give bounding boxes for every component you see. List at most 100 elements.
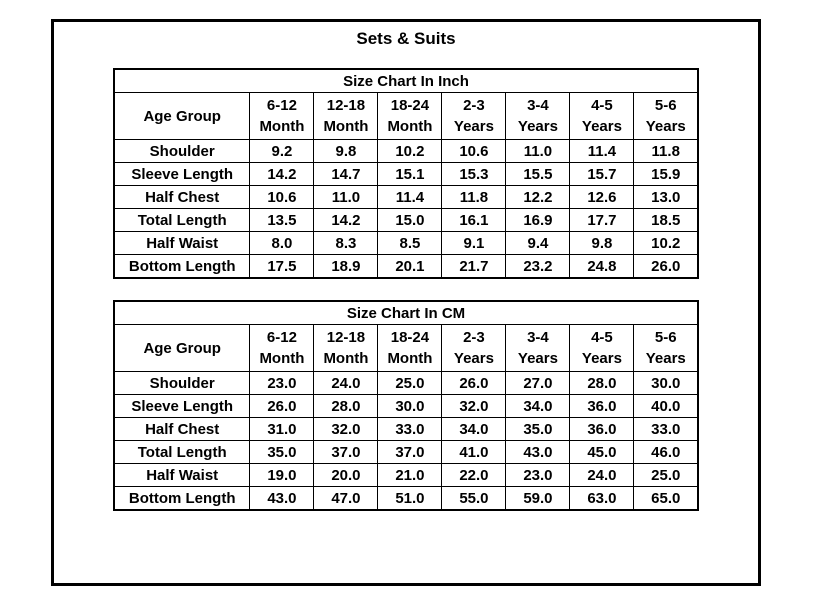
cell: 27.0	[505, 371, 571, 395]
row-label: Total Length	[113, 440, 251, 464]
cell: 23.0	[505, 463, 571, 487]
table-row: Size Chart In Inch	[113, 68, 699, 93]
cell: 18.5	[633, 208, 699, 232]
table-row: Sleeve Length 14.2 14.7 15.1 15.3 15.5 1…	[113, 162, 699, 186]
column-header: 6-12 Month	[249, 324, 315, 372]
cell: 31.0	[249, 417, 315, 441]
cell: 24.0	[313, 371, 379, 395]
cell: 9.8	[313, 139, 379, 163]
cell: 9.1	[441, 231, 507, 255]
row-label: Half Waist	[113, 463, 251, 487]
cell: 17.7	[569, 208, 635, 232]
column-header: 3-4 Years	[505, 92, 571, 140]
cell: 10.6	[441, 139, 507, 163]
cell: 20.0	[313, 463, 379, 487]
cell: 47.0	[313, 486, 379, 511]
page-title: Sets & Suits	[356, 29, 456, 48]
cell: 13.0	[633, 185, 699, 209]
cell: 41.0	[441, 440, 507, 464]
column-header: 2-3 Years	[441, 92, 507, 140]
cell: 23.0	[249, 371, 315, 395]
age-group-header: Age Group	[113, 92, 251, 140]
cell: 59.0	[505, 486, 571, 511]
cell: 33.0	[633, 417, 699, 441]
cell: 18.9	[313, 254, 379, 279]
column-header: 3-4 Years	[505, 324, 571, 372]
cell: 37.0	[313, 440, 379, 464]
cell: 26.0	[441, 371, 507, 395]
cell: 9.2	[249, 139, 315, 163]
cell: 15.5	[505, 162, 571, 186]
cell: 25.0	[377, 371, 443, 395]
cell: 34.0	[441, 417, 507, 441]
cell: 25.0	[633, 463, 699, 487]
row-label: Shoulder	[113, 371, 251, 395]
cell: 11.0	[505, 139, 571, 163]
table-row: Bottom Length 43.0 47.0 51.0 55.0 59.0 6…	[113, 486, 699, 511]
row-label: Bottom Length	[113, 486, 251, 511]
cell: 14.7	[313, 162, 379, 186]
table-row: Half Chest 10.6 11.0 11.4 11.8 12.2 12.6…	[113, 185, 699, 209]
table-row: Bottom Length 17.5 18.9 20.1 21.7 23.2 2…	[113, 254, 699, 279]
cell: 43.0	[249, 486, 315, 511]
cell: 30.0	[633, 371, 699, 395]
cell: 15.9	[633, 162, 699, 186]
cell: 15.3	[441, 162, 507, 186]
cell: 10.6	[249, 185, 315, 209]
table-title: Size Chart In Inch	[113, 68, 699, 93]
table-row: Size Chart In CM	[113, 300, 699, 325]
size-chart-cm-table: Size Chart In CM Age Group 6-12 Month 12…	[112, 300, 700, 511]
column-header: 4-5 Years	[569, 92, 635, 140]
age-group-header: Age Group	[113, 324, 251, 372]
column-header: 12-18 Month	[313, 324, 379, 372]
cell: 17.5	[249, 254, 315, 279]
table-header-row: Age Group 6-12 Month 12-18 Month 18-24 M…	[113, 92, 699, 140]
cell: 10.2	[377, 139, 443, 163]
cell: 19.0	[249, 463, 315, 487]
cell: 36.0	[569, 417, 635, 441]
table-header-row: Age Group 6-12 Month 12-18 Month 18-24 M…	[113, 324, 699, 372]
cell: 55.0	[441, 486, 507, 511]
row-label: Half Chest	[113, 185, 251, 209]
cell: 21.0	[377, 463, 443, 487]
row-label: Shoulder	[113, 139, 251, 163]
cell: 11.8	[633, 139, 699, 163]
cell: 22.0	[441, 463, 507, 487]
table-row: Sleeve Length 26.0 28.0 30.0 32.0 34.0 3…	[113, 394, 699, 418]
table-row: Half Chest 31.0 32.0 33.0 34.0 35.0 36.0…	[113, 417, 699, 441]
cell: 28.0	[313, 394, 379, 418]
cell: 12.6	[569, 185, 635, 209]
row-label: Half Chest	[113, 417, 251, 441]
cell: 32.0	[313, 417, 379, 441]
cell: 21.7	[441, 254, 507, 279]
row-label: Sleeve Length	[113, 394, 251, 418]
cell: 26.0	[633, 254, 699, 279]
cell: 20.1	[377, 254, 443, 279]
cell: 16.9	[505, 208, 571, 232]
table-row: Half Waist 19.0 20.0 21.0 22.0 23.0 24.0…	[113, 463, 699, 487]
cell: 11.4	[569, 139, 635, 163]
cell: 15.1	[377, 162, 443, 186]
cell: 9.4	[505, 231, 571, 255]
table-row: Total Length 35.0 37.0 37.0 41.0 43.0 45…	[113, 440, 699, 464]
column-header: 18-24 Month	[377, 92, 443, 140]
cell: 30.0	[377, 394, 443, 418]
cell: 34.0	[505, 394, 571, 418]
cell: 45.0	[569, 440, 635, 464]
size-chart-inch-table: Size Chart In Inch Age Group 6-12 Month …	[112, 68, 700, 279]
row-label: Bottom Length	[113, 254, 251, 279]
cell: 65.0	[633, 486, 699, 511]
column-header: 5-6 Years	[633, 92, 699, 140]
cell: 43.0	[505, 440, 571, 464]
table-row: Half Waist 8.0 8.3 8.5 9.1 9.4 9.8 10.2	[113, 231, 699, 255]
column-header: 5-6 Years	[633, 324, 699, 372]
cell: 8.0	[249, 231, 315, 255]
cell: 24.0	[569, 463, 635, 487]
row-label: Sleeve Length	[113, 162, 251, 186]
cell: 8.5	[377, 231, 443, 255]
cell: 11.0	[313, 185, 379, 209]
column-header: 2-3 Years	[441, 324, 507, 372]
cell: 15.0	[377, 208, 443, 232]
cell: 14.2	[249, 162, 315, 186]
cell: 51.0	[377, 486, 443, 511]
